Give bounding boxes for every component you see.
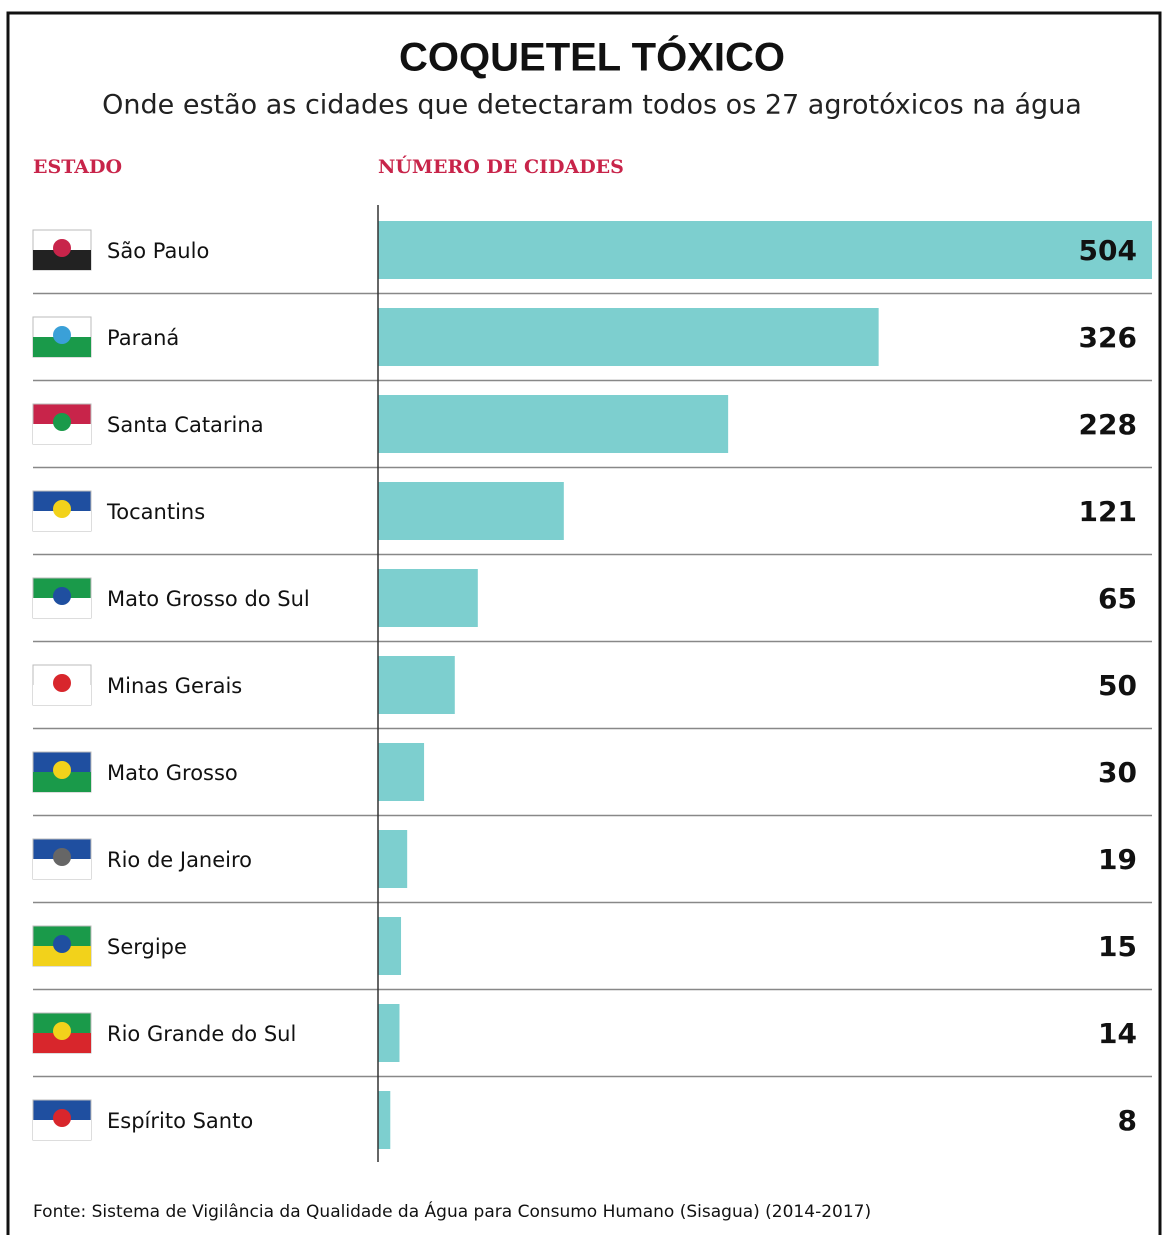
frame [6,11,1162,1235]
source: Fonte: Sistema de Vigilância da Qualidad… [33,1200,871,1222]
flag [53,326,71,344]
flag [53,935,71,953]
category-label: Mato Grosso [107,761,238,785]
value-label: 228 [1079,408,1137,441]
category-label: Rio Grande do Sul [107,1022,296,1046]
flag [33,685,91,705]
category-label: Mato Grosso do Sul [107,587,310,611]
flag [53,1109,71,1127]
flag [33,337,91,357]
flag [33,250,91,270]
bar [378,1004,400,1062]
flag [33,859,91,879]
bar [378,221,1152,279]
category-label: Espírito Santo [107,1109,253,1133]
flag [33,946,91,966]
flag [33,772,91,792]
value-label: 30 [1098,756,1137,789]
category-label: Paraná [107,326,179,350]
column-header: NÚMERO DE CIDADES [378,155,624,178]
flag [53,413,71,431]
value-label: 19 [1098,843,1137,876]
flag [53,587,71,605]
flag [33,1033,91,1053]
flag [33,1120,91,1140]
flag [33,598,91,618]
category-label: Rio de Janeiro [107,848,252,872]
category-label: Tocantins [106,500,205,524]
value-label: 65 [1098,582,1137,615]
flag [53,674,71,692]
value-label: 121 [1079,495,1137,528]
bar [378,743,425,801]
flag [53,239,71,257]
category-label: Sergipe [107,935,187,959]
flag [53,761,71,779]
bar [378,917,402,975]
bar [378,569,478,627]
value-label: 15 [1098,930,1137,963]
flag [33,424,91,444]
chart-subtitle: Onde estão as cidades que detectaram tod… [102,90,1082,121]
column-header: ESTADO [33,156,122,178]
flag [53,848,71,866]
category-label: Minas Gerais [107,674,242,698]
flag [53,500,71,518]
value-label: 504 [1079,234,1137,267]
flag [53,1022,71,1040]
value-label: 50 [1098,669,1137,702]
bar [378,656,455,714]
value-label: 8 [1118,1104,1137,1137]
value-label: 326 [1079,321,1137,354]
bar [378,395,729,453]
bar [378,1091,391,1149]
category-label: Santa Catarina [107,413,264,437]
flag [33,511,91,531]
category-label: São Paulo [107,239,209,263]
bar [378,482,564,540]
value-label: 14 [1098,1017,1137,1050]
bar [378,830,408,888]
chart-title: COQUETEL TÓXICO [399,34,785,80]
bar [378,308,879,366]
